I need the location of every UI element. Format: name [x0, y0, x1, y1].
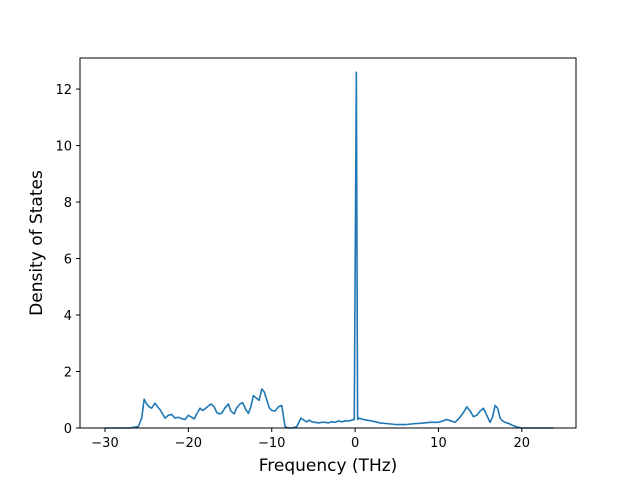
dos-series-line-0 [105, 71, 554, 429]
x-tick-label: −30 [91, 436, 118, 451]
x-tick-label: −20 [175, 436, 202, 451]
ticks-group: −30 −20 −10 0 10 20 0 2 4 6 8 10 12 [55, 83, 530, 451]
y-tick-label: 4 [64, 309, 72, 324]
plot-area [105, 71, 554, 429]
y-tick-label: 0 [64, 422, 72, 437]
x-axis-label: Frequency (THz) [259, 456, 398, 476]
y-tick-label: 2 [64, 366, 72, 381]
y-axis-label: Density of States [27, 170, 47, 316]
y-tick-label: 8 [64, 196, 72, 211]
y-tick-label: 12 [55, 83, 72, 98]
x-tick-label: 10 [430, 436, 447, 451]
y-tick-label: 6 [64, 253, 72, 268]
x-tick-label: 0 [351, 436, 359, 451]
axes-frame [79, 57, 577, 429]
x-tick-label: 20 [514, 436, 531, 451]
x-tick-label: −10 [258, 436, 285, 451]
y-tick-label: 10 [55, 140, 72, 155]
